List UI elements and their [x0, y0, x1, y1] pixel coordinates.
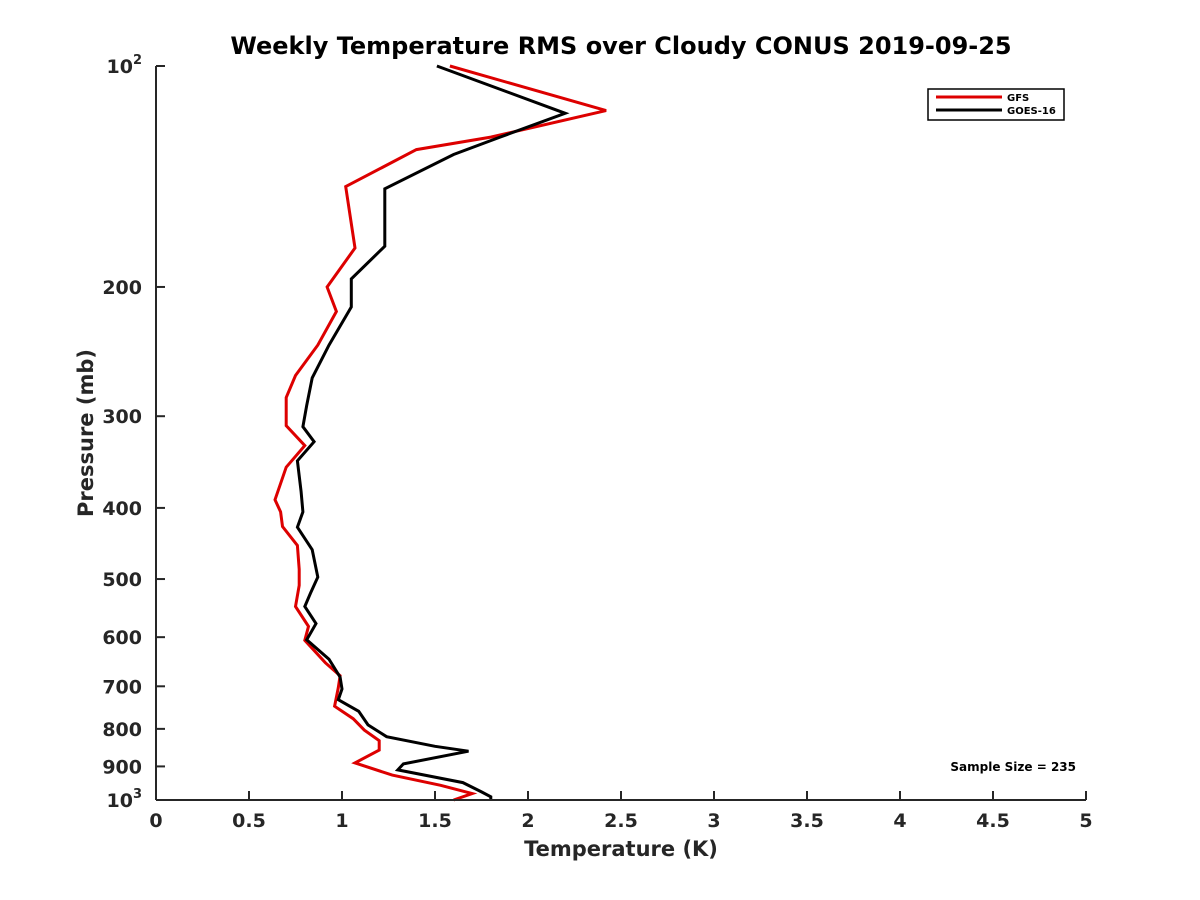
y-tick-label: 800 [102, 719, 142, 741]
y-tick-label: 103 [107, 787, 143, 812]
y-tick-label: 102 [107, 53, 143, 78]
y-tick-label-base: 10 [107, 790, 133, 812]
y-tick-label-exponent: 2 [133, 53, 142, 68]
chart-title: Weekly Temperature RMS over Cloudy CONUS… [230, 32, 1011, 60]
x-tick-label: 5 [1079, 810, 1092, 832]
x-tick-label: 4 [893, 810, 906, 832]
y-tick-label-base: 10 [107, 56, 133, 78]
x-tick-label: 2 [521, 810, 534, 832]
x-tick-label: 3.5 [790, 810, 824, 832]
y-tick-label: 500 [102, 569, 142, 591]
x-tick-label: 4.5 [976, 810, 1010, 832]
x-tick-label: 1 [335, 810, 348, 832]
y-tick-label: 700 [102, 676, 142, 698]
x-tick-label: 1.5 [418, 810, 452, 832]
legend-box [927, 88, 1065, 121]
x-tick-label: 0.5 [232, 810, 266, 832]
y-tick-label: 600 [102, 627, 142, 649]
series-line-gfs [273, 64, 607, 802]
y-axis-label: Pressure (mb) [74, 349, 98, 517]
x-tick-label: 2.5 [604, 810, 638, 832]
sample-size-annotation: Sample Size = 235 [950, 760, 1076, 774]
y-tick-label: 400 [102, 498, 142, 520]
legend: GFS GOES-16 [927, 88, 1065, 121]
x-tick-label: 3 [707, 810, 720, 832]
x-ticks: 0 0.5 1 1.5 2 2.5 3 3.5 4 4.5 5 [149, 791, 1093, 832]
y-tick-label: 300 [102, 406, 142, 428]
x-tick-label: 0 [149, 810, 162, 832]
series-layer [273, 64, 607, 802]
y-tick-label: 200 [102, 277, 142, 299]
series-line-goes16 [295, 64, 570, 800]
legend-label-gfs: GFS [1007, 93, 1029, 104]
y-tick-label-exponent: 3 [133, 787, 142, 802]
legend-label-goes16: GOES-16 [1007, 106, 1056, 117]
y-tick-label: 900 [102, 756, 142, 778]
x-axis-label: Temperature (K) [524, 837, 718, 861]
